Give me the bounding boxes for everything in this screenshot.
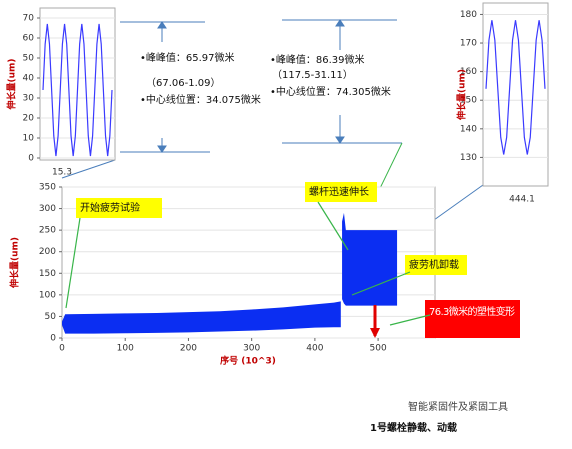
y-tick-label: 40: [23, 74, 35, 84]
line-series: [485, 20, 546, 155]
callout-box: [405, 255, 467, 275]
y-tick-label: 250: [39, 226, 56, 236]
callout-line: [351, 271, 411, 296]
x-tick-label: 200: [180, 344, 197, 354]
y-tick-label: 0: [50, 334, 56, 344]
y-tick-label: 300: [39, 204, 56, 214]
y-tick-label: 150: [39, 269, 56, 279]
x-axis-label: 444.1: [509, 195, 535, 205]
annotation: （117.5-31.11）: [272, 69, 353, 81]
y-tick-label: 50: [23, 54, 35, 64]
y-tick-label: 150: [460, 96, 477, 106]
y-tick-label: 70: [23, 14, 35, 24]
annotation: •峰峰值：86.39微米: [270, 53, 365, 66]
annotation: •中心线位置：74.305微米: [270, 85, 391, 98]
y-tick-label: 200: [39, 247, 56, 257]
annotation: •峰峰值：65.97微米: [140, 51, 235, 64]
caption: 1号螺栓静载、动载: [370, 421, 457, 434]
y-tick-label: 30: [23, 94, 35, 104]
y-axis-label: 伸长量(um): [9, 237, 21, 289]
x-tick-label: 0: [59, 344, 65, 354]
x-tick-label: 300: [243, 344, 260, 354]
callout-box: [76, 198, 162, 218]
annotation: （67.06-1.09）: [146, 77, 221, 89]
y-tick-label: 130: [460, 153, 477, 163]
callout-line: [389, 314, 431, 326]
y-tick-label: 160: [460, 67, 477, 77]
y-tick-label: 170: [460, 39, 477, 49]
line-series: [42, 23, 113, 157]
x-tick-label: 100: [117, 344, 134, 354]
callout-box: [305, 182, 377, 202]
x-tick-label: 400: [306, 344, 323, 354]
y-tick-label: 0: [28, 154, 34, 164]
callout-label: 开始疲劳试验: [80, 201, 140, 214]
y-tick-label: 50: [45, 312, 57, 322]
arrow-head: [370, 328, 380, 338]
callout-line: [317, 201, 349, 251]
y-tick-label: 350: [39, 183, 56, 193]
callout-box: [425, 300, 520, 338]
callout-line: [65, 217, 81, 309]
callout-label: 76.3微米的塑性变形: [429, 305, 515, 318]
callout-label: 螺杆迅速伸长: [309, 186, 369, 198]
y-tick-label: 140: [460, 124, 477, 134]
y-tick-label: 20: [23, 114, 35, 124]
plot-frame: [482, 2, 549, 187]
y-tick-label: 100: [39, 290, 56, 300]
y-axis-label: 伸长量(um): [6, 58, 18, 110]
x-axis-label: 15.3: [52, 168, 72, 178]
y-tick-label: 180: [460, 10, 477, 20]
annotation: •中心线位置：34.075微米: [140, 93, 261, 106]
elongation-band: [62, 301, 341, 334]
x-tick-label: 500: [370, 344, 387, 354]
x-axis-label: 序号 (10^3): [220, 355, 276, 367]
y-tick-label: 60: [23, 34, 35, 44]
callout-label: 疲劳机卸载: [409, 258, 459, 271]
watermark: 智能紧固件及紧固工具: [408, 400, 508, 413]
y-axis-label: 伸长量(um): [456, 69, 468, 121]
y-tick-label: 10: [23, 134, 35, 144]
